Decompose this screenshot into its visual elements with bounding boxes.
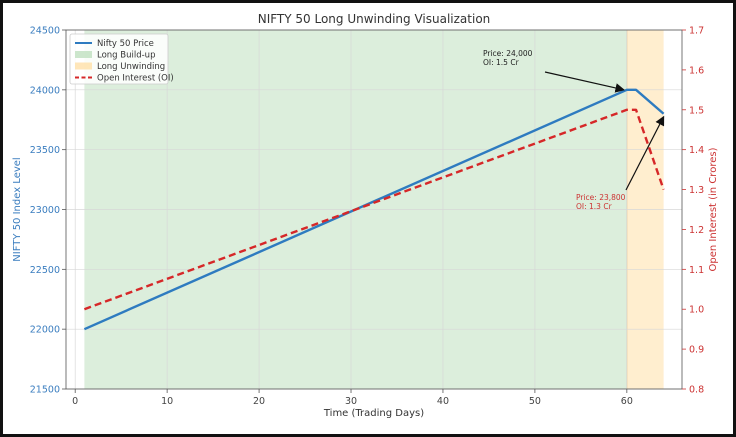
chart-title: NIFTY 50 Long Unwinding Visualization (258, 12, 491, 26)
y2-tick-label: 1.6 (689, 65, 704, 76)
y2-tick-label: 0.8 (689, 385, 704, 396)
annotation-text: Price: 23,800 (576, 193, 626, 202)
annotation-arrow (625, 115, 665, 191)
legend-swatch (75, 51, 92, 58)
y-tick-label: 23000 (30, 205, 60, 216)
y-tick-label: 24000 (30, 85, 60, 96)
x-tick-label: 0 (72, 396, 78, 407)
legend-entry: Long Unwinding (97, 62, 165, 72)
x-tick-label: 20 (253, 396, 265, 407)
legend-box (69, 33, 169, 85)
legend-entry: Nifty 50 Price (97, 39, 154, 49)
series-lines (83, 88, 665, 331)
x-tick-label: 60 (621, 396, 633, 407)
x-axis-ticks: 0 10 20 30 40 50 60 (72, 389, 633, 407)
legend-entry: Long Build-up (97, 51, 155, 61)
annotation-arrow (544, 71, 626, 93)
legend-swatch (75, 62, 92, 70)
y-tick-label: 24500 (30, 26, 60, 37)
y-axis-ticks: 21500 22000 22500 23000 23500 24000 24500 (30, 26, 66, 396)
y-tick-label: 22500 (30, 265, 60, 276)
y2-tick-label: 1.7 (689, 26, 704, 37)
y2-tick-label: 1.1 (689, 265, 704, 276)
x-tick-label: 10 (161, 396, 173, 407)
y-tick-label: 23500 (30, 145, 60, 156)
series-open-interest-oi (83, 108, 665, 311)
y-axis-label: NIFTY 50 Index Level (12, 157, 23, 261)
annotation-text: Price: 24,000 (483, 49, 533, 58)
y2-axis-ticks: 0.8 0.9 1.0 1.1 1.2 1.3 1.4 1.5 1.6 1.7 (682, 26, 704, 396)
y2-tick-label: 1.3 (689, 185, 704, 196)
y2-tick-label: 1.4 (689, 145, 704, 156)
y2-tick-label: 1.2 (689, 225, 704, 236)
x-tick-label: 50 (529, 396, 541, 407)
y-tick-label: 22000 (30, 325, 60, 336)
y2-tick-label: 0.9 (689, 345, 704, 356)
annotation-text: OI: 1.3 Cr (576, 202, 613, 211)
y2-tick-label: 1.0 (689, 305, 704, 316)
x-axis-label: Time (Trading Days) (323, 408, 424, 419)
legend-entry: Open Interest (OI) (97, 74, 174, 84)
y-tick-label: 21500 (30, 385, 60, 396)
y2-tick-label: 1.5 (689, 105, 704, 116)
x-tick-label: 30 (345, 396, 357, 407)
annotation-text: OI: 1.5 Cr (483, 58, 520, 67)
y2-axis-label: Open Interest (in Crores) (708, 147, 719, 271)
x-tick-label: 40 (437, 396, 449, 407)
